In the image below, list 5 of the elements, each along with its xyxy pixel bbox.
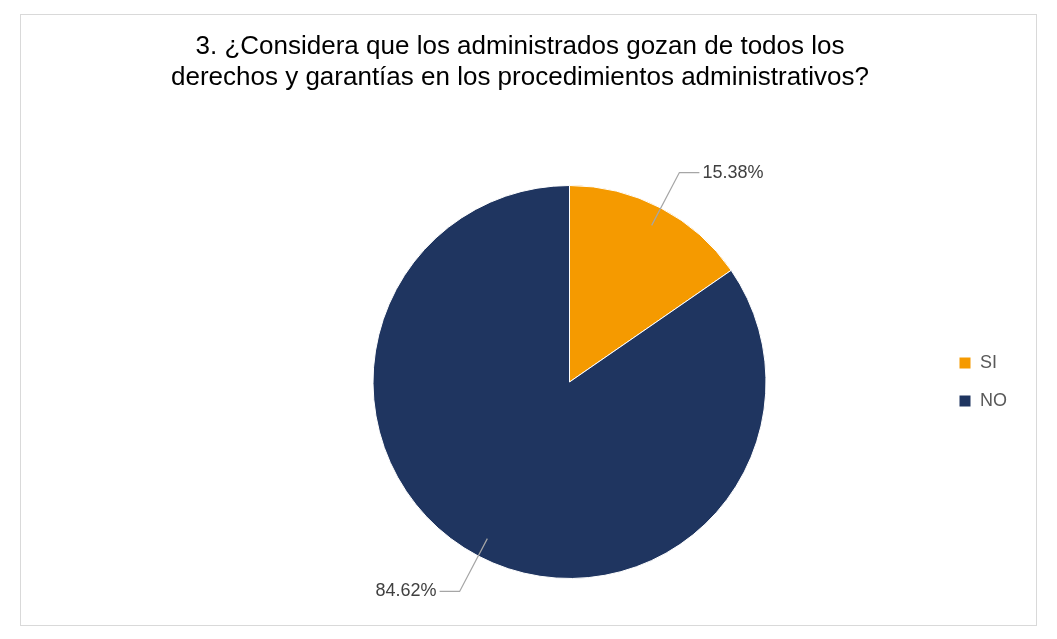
legend-label: NO	[980, 389, 1007, 410]
data-label: 15.38%	[702, 161, 764, 182]
legend-label: SI	[980, 351, 998, 372]
data-label: 84.62%	[375, 580, 437, 601]
chart-title: 3. ¿Considera que los administrados gozan de todos los derechos y garantías en los procedimientos administrativos?	[170, 30, 870, 92]
